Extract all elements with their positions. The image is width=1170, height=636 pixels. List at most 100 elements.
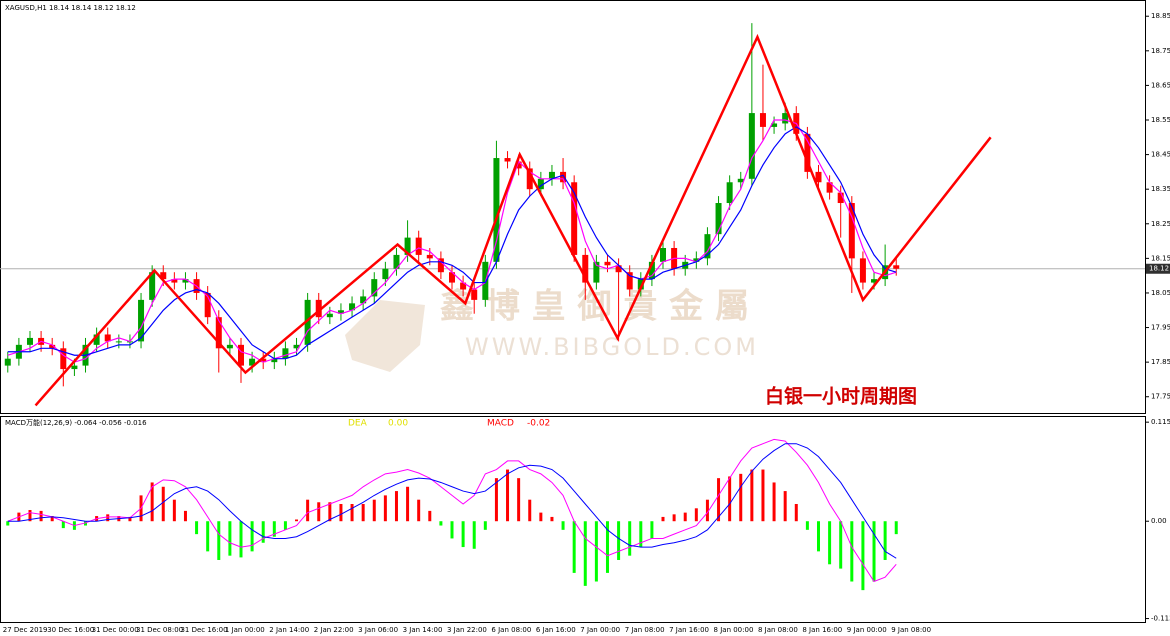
candle-body bbox=[815, 171, 822, 183]
candle-body bbox=[393, 254, 400, 269]
y-tick-label: 17.75 bbox=[1151, 393, 1170, 401]
candle-body bbox=[337, 310, 344, 314]
x-tick-label: 30 Dec 16:00 bbox=[47, 626, 94, 634]
candle-body bbox=[171, 279, 178, 283]
watermark-logo bbox=[345, 300, 425, 372]
candle-body bbox=[571, 182, 578, 255]
candle-body bbox=[859, 258, 866, 283]
candle-body bbox=[237, 344, 244, 366]
candle-body bbox=[526, 168, 533, 190]
candle-body bbox=[604, 261, 611, 266]
y-tick-label: 18.45 bbox=[1151, 151, 1170, 159]
candle-body bbox=[115, 341, 122, 343]
candle-body bbox=[615, 265, 622, 273]
macd-panel bbox=[0, 416, 1146, 623]
candle-body bbox=[104, 334, 111, 342]
indicator-name: DEA bbox=[348, 419, 368, 429]
candle-body bbox=[349, 303, 356, 311]
candle-body bbox=[726, 182, 733, 204]
candle-body bbox=[637, 279, 644, 290]
y-tick-label: 18.05 bbox=[1151, 289, 1170, 297]
candle-body bbox=[360, 296, 367, 304]
x-tick-label: 7 Jan 00:00 bbox=[580, 626, 620, 634]
y-tick-label: 17.85 bbox=[1151, 358, 1170, 366]
candle-body bbox=[660, 247, 667, 262]
candle-body bbox=[548, 171, 555, 179]
moving-average bbox=[7, 126, 897, 360]
y-tick-label: 0.00 bbox=[1151, 517, 1167, 525]
y-tick-label: 18.55 bbox=[1151, 116, 1170, 124]
x-tick-label: 9 Jan 08:00 bbox=[891, 626, 931, 634]
price-header: XAGUSD,H1 18.14 18.14 18.12 18.12 bbox=[5, 4, 136, 12]
x-tick-label: 8 Jan 08:00 bbox=[758, 626, 798, 634]
candle-body bbox=[582, 254, 589, 283]
candle-body bbox=[93, 334, 100, 345]
candle-body bbox=[848, 203, 855, 259]
x-tick-label: 2 Jan 14:00 bbox=[269, 626, 309, 634]
indicator-value: 0.00 bbox=[388, 419, 408, 429]
candle-body bbox=[515, 161, 522, 169]
candle-body bbox=[748, 113, 755, 179]
y-tick-label: 17.95 bbox=[1151, 324, 1170, 332]
y-tick-label: 18.35 bbox=[1151, 185, 1170, 193]
macd-line bbox=[7, 438, 897, 583]
candle-body bbox=[593, 261, 600, 283]
candle-body bbox=[293, 344, 300, 349]
candle-body bbox=[837, 192, 844, 204]
candle-body bbox=[260, 358, 267, 363]
candle-body bbox=[4, 358, 11, 366]
candle-body bbox=[437, 258, 444, 273]
x-tick-label: 8 Jan 16:00 bbox=[802, 626, 842, 634]
y-tick-label: -0.113 bbox=[1151, 615, 1170, 623]
candle-body bbox=[71, 365, 78, 370]
indicator-value: -0.02 bbox=[527, 419, 550, 429]
candle-body bbox=[449, 272, 456, 283]
candle-body bbox=[804, 133, 811, 172]
candle-body bbox=[226, 344, 233, 349]
x-tick-label: 6 Jan 08:00 bbox=[491, 626, 531, 634]
watermark-url: WWW.BIBGOLD.COM bbox=[465, 333, 759, 361]
indicator-name: MACD bbox=[487, 419, 514, 429]
moving-average bbox=[7, 119, 897, 363]
y-tick-label: 0.115 bbox=[1151, 418, 1170, 426]
candle-body bbox=[326, 313, 333, 318]
candle-body bbox=[160, 272, 167, 280]
x-tick-label: 7 Jan 08:00 bbox=[625, 626, 665, 634]
candle-body bbox=[138, 299, 145, 342]
x-tick-label: 31 Dec 00:00 bbox=[92, 626, 139, 634]
current-price-label: 18.12 bbox=[1149, 265, 1169, 273]
candle-body bbox=[215, 317, 222, 349]
candle-body bbox=[249, 358, 256, 366]
x-tick-label: 3 Jan 06:00 bbox=[358, 626, 398, 634]
candle-body bbox=[282, 348, 289, 359]
x-tick-label: 2 Jan 22:00 bbox=[314, 626, 354, 634]
x-tick-label: 27 Dec 2019 bbox=[3, 626, 48, 634]
candle-body bbox=[648, 261, 655, 280]
x-tick-label: 3 Jan 22:00 bbox=[447, 626, 487, 634]
x-tick-label: 6 Jan 16:00 bbox=[536, 626, 576, 634]
x-tick-label: 31 Dec 16:00 bbox=[180, 626, 227, 634]
candle-body bbox=[182, 279, 189, 283]
x-tick-label: 31 Dec 08:00 bbox=[136, 626, 183, 634]
candle-body bbox=[471, 289, 478, 300]
macd-header: MACD万能(12,26,9) -0.064 -0.056 -0.016 bbox=[5, 418, 147, 427]
candle-body bbox=[26, 337, 33, 345]
candle-body bbox=[704, 234, 711, 259]
y-tick-label: 18.15 bbox=[1151, 254, 1170, 262]
candle-body bbox=[626, 272, 633, 290]
x-tick-label: 3 Jan 14:00 bbox=[403, 626, 443, 634]
current-price-box bbox=[1146, 263, 1170, 274]
candle-body bbox=[204, 292, 211, 318]
candle-body bbox=[771, 123, 778, 127]
y-tick-label: 18.75 bbox=[1151, 47, 1170, 55]
candle-body bbox=[782, 113, 789, 124]
y-tick-label: 18.85 bbox=[1151, 12, 1170, 20]
candle-body bbox=[737, 178, 744, 183]
candle-body bbox=[504, 158, 511, 162]
annotation: 白银一小时周期图 bbox=[765, 385, 917, 408]
candle-body bbox=[537, 178, 544, 190]
candle-body bbox=[371, 279, 378, 297]
candle-body bbox=[149, 272, 156, 300]
candle-body bbox=[759, 113, 766, 127]
